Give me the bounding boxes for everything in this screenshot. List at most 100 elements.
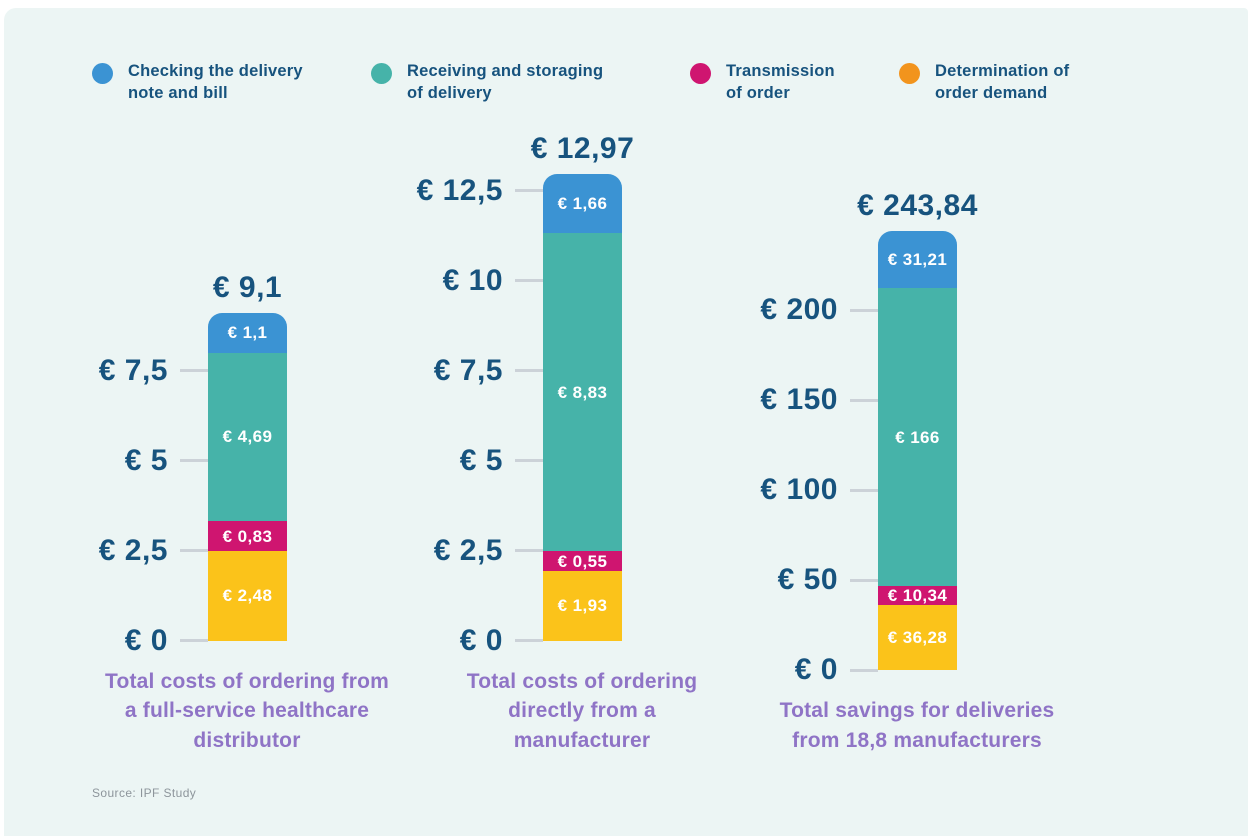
y-axis-tick: € 5 — [425, 443, 543, 477]
segment-transmission-order: € 0,55 — [543, 551, 622, 572]
legend-item-receiving-storaging: Receiving and storaging of delivery — [371, 60, 622, 105]
tick-mark — [515, 639, 543, 643]
segment-value-label: € 1,66 — [557, 194, 608, 214]
tick-mark — [180, 369, 208, 373]
chart-caption: Total costs of ordering from a full-serv… — [104, 669, 390, 753]
bar-wrap: € 12,97 € 1,66 € 8,83 € 0,55 € 1,93 — [531, 132, 634, 641]
legend-label: Transmission of order — [726, 62, 835, 103]
segment-value-label: € 0,83 — [222, 526, 273, 546]
stacked-bar: € 1,66 € 8,83 € 0,55 € 1,93 — [543, 173, 622, 641]
tick-mark — [850, 578, 878, 582]
segment-transmission-order: € 0,83 — [208, 521, 287, 552]
legend-dot-blue-icon — [92, 63, 113, 84]
tick-mark — [515, 189, 543, 193]
charts-row: € 7,5 € 5 € 2,5 € 0 € 9,1 € 1,1 € 4,69 €… — [4, 125, 1248, 756]
tick-mark — [515, 369, 543, 373]
y-axis-tick: € 200 — [760, 293, 878, 327]
legend-item-transmission-order: Transmission of order — [690, 60, 851, 105]
y-axis-tick: € 50 — [760, 563, 878, 597]
chart-total-savings: € 200 € 150 € 100 € 50 € 0 € 243,84 € 31… — [760, 154, 1060, 756]
tick-mark — [515, 459, 543, 463]
y-axis-tick: € 100 — [760, 473, 878, 507]
bar-wrap: € 9,1 € 1,1 € 4,69 € 0,83 € 2,48 — [208, 271, 287, 641]
plot-area: € 12,5 € 10 € 7,5 € 5 € 2,5 € 0 € 12,97 … — [417, 125, 725, 657]
tick-mark — [515, 279, 543, 283]
y-tick-label: € 100 — [760, 473, 838, 507]
legend-label: Receiving and storaging of delivery — [407, 62, 604, 103]
legend-item-order-demand: Determination of order demand — [899, 60, 1110, 105]
segment-order-demand: € 2,48 — [208, 551, 287, 641]
legend-dot-magenta-icon — [690, 63, 711, 84]
segment-transmission-order: € 10,34 — [878, 586, 957, 606]
y-axis-tick: € 2,5 — [425, 533, 543, 567]
tick-mark — [180, 549, 208, 553]
y-axis-tick: € 2,5 — [90, 533, 208, 567]
stacked-bar: € 1,1 € 4,69 € 0,83 € 2,48 — [208, 312, 287, 641]
legend: Checking the delivery note and bill Rece… — [4, 8, 1248, 105]
bar-wrap: € 243,84 € 31,21 € 166 € 10,34 € 36,28 — [857, 189, 977, 671]
segment-receiving-storaging: € 4,69 — [208, 352, 287, 522]
chart-manufacturer-costs: € 12,5 € 10 € 7,5 € 5 € 2,5 € 0 € 12,97 … — [417, 125, 725, 756]
segment-checking-delivery: € 1,1 — [208, 312, 287, 353]
segment-value-label: € 31,21 — [887, 250, 948, 270]
segment-value-label: € 10,34 — [887, 586, 948, 606]
legend-label: Determination of order demand — [935, 62, 1070, 103]
segment-value-label: € 2,48 — [222, 586, 273, 606]
chart-caption: Total savings for deliveries from 18,8 m… — [779, 699, 1055, 753]
segment-checking-delivery: € 31,21 — [878, 231, 957, 288]
y-tick-label: € 200 — [760, 293, 838, 327]
y-axis-tick: € 7,5 — [90, 353, 208, 387]
chart-panel: Checking the delivery note and bill Rece… — [4, 8, 1248, 836]
y-tick-label: € 5 — [124, 443, 168, 477]
legend-dot-teal-icon — [371, 63, 392, 84]
y-axis-tick: € 0 — [90, 623, 208, 657]
y-tick-label: € 12,5 — [416, 173, 503, 207]
segment-value-label: € 1,1 — [227, 323, 268, 343]
y-tick-label: € 2,5 — [433, 533, 503, 567]
tick-mark — [180, 459, 208, 463]
stacked-bar: € 31,21 € 166 € 10,34 € 36,28 — [878, 231, 957, 671]
bar-total-label: € 243,84 — [857, 189, 978, 223]
y-tick-label: € 5 — [459, 443, 503, 477]
segment-receiving-storaging: € 8,83 — [543, 233, 622, 552]
y-tick-label: € 0 — [124, 623, 168, 657]
y-axis-tick: € 5 — [90, 443, 208, 477]
source-note: Source: IPF Study — [92, 785, 197, 800]
y-tick-label: € 0 — [459, 623, 503, 657]
legend-item-checking-delivery: Checking the delivery note and bill — [92, 60, 323, 105]
y-tick-label: € 7,5 — [98, 353, 168, 387]
y-tick-label: € 0 — [794, 653, 838, 687]
y-axis-tick: € 0 — [760, 653, 878, 687]
chart-distributor-costs: € 7,5 € 5 € 2,5 € 0 € 9,1 € 1,1 € 4,69 €… — [90, 125, 390, 756]
plot-area: € 7,5 € 5 € 2,5 € 0 € 9,1 € 1,1 € 4,69 €… — [90, 125, 390, 657]
plot-area: € 200 € 150 € 100 € 50 € 0 € 243,84 € 31… — [760, 154, 1060, 686]
segment-value-label: € 166 — [895, 427, 940, 447]
tick-mark — [850, 488, 878, 492]
bar-total-label: € 9,1 — [212, 270, 283, 304]
y-axis-tick: € 10 — [425, 263, 543, 297]
legend-label: Checking the delivery note and bill — [128, 62, 303, 103]
tick-mark — [515, 549, 543, 553]
segment-value-label: € 1,93 — [557, 596, 608, 616]
y-tick-label: € 50 — [777, 563, 838, 597]
y-axis-tick: € 150 — [760, 383, 878, 417]
segment-receiving-storaging: € 166 — [878, 287, 957, 587]
y-tick-label: € 7,5 — [433, 353, 503, 387]
chart-caption: Total costs of ordering directly from a … — [466, 669, 698, 753]
tick-mark — [850, 398, 878, 402]
legend-dot-orange-icon — [899, 63, 920, 84]
y-axis-tick: € 12,5 — [417, 174, 543, 207]
tick-mark — [180, 639, 208, 643]
segment-order-demand: € 1,93 — [543, 571, 622, 641]
y-tick-label: € 10 — [442, 263, 503, 297]
y-axis-tick: € 0 — [425, 623, 543, 657]
y-tick-label: € 2,5 — [98, 533, 168, 567]
segment-value-label: € 36,28 — [887, 628, 948, 648]
segment-checking-delivery: € 1,66 — [543, 173, 622, 234]
tick-mark — [850, 668, 878, 672]
segment-order-demand: € 36,28 — [878, 605, 957, 671]
bar-total-label: € 12,97 — [530, 131, 635, 165]
segment-value-label: € 0,55 — [557, 551, 608, 571]
y-tick-label: € 150 — [760, 383, 838, 417]
